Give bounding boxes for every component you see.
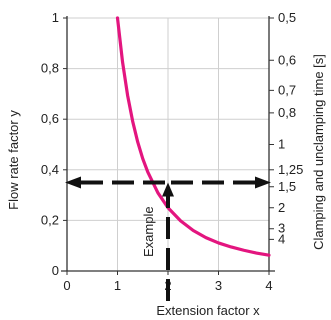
y2-tick-label: 0,5 [278,10,296,25]
y2-tick-label: 1,25 [278,162,303,177]
example-label: Example [141,206,156,257]
y-tick-label: 0 [52,263,59,278]
example-layer [65,176,271,301]
y2-tick-label: 0,7 [278,82,296,97]
x-tick-label: 4 [265,278,272,293]
ticks: 00,20,40,60,810 1 2 3 40,50,60,70,811,251,52… [41,10,303,293]
y2-tick-label: 2 [278,200,285,215]
y2-tick-label: 1 [278,137,285,152]
x-tick-label: 0 [63,278,70,293]
y2-tick-label: 0,6 [278,52,296,67]
y-axis-title: Flow rate factor y [6,110,21,210]
x-tick-label: 1 [114,278,121,293]
y-tick-label: 0,8 [41,61,59,76]
y2-tick-label: 4 [278,231,285,246]
y2-tick-label: 0,8 [278,105,296,120]
y-tick-label: 1 [52,10,59,25]
example-left-arrowhead [65,176,81,189]
y2-tick-label: 1,5 [278,179,296,194]
y-tick-label: 0,6 [41,111,59,126]
y2-tick-label: 3 [278,221,285,236]
y-tick-label: 0,4 [41,162,59,177]
y2-axis-title: Clamping and unclamping time [s] [311,54,326,250]
example-right-arrowhead [255,176,271,189]
y-tick-label: 0,2 [41,212,59,227]
example-up-arrowhead [162,182,174,197]
x-axis-title: Extension factor x [156,303,260,318]
x-tick-label: 3 [215,278,222,293]
